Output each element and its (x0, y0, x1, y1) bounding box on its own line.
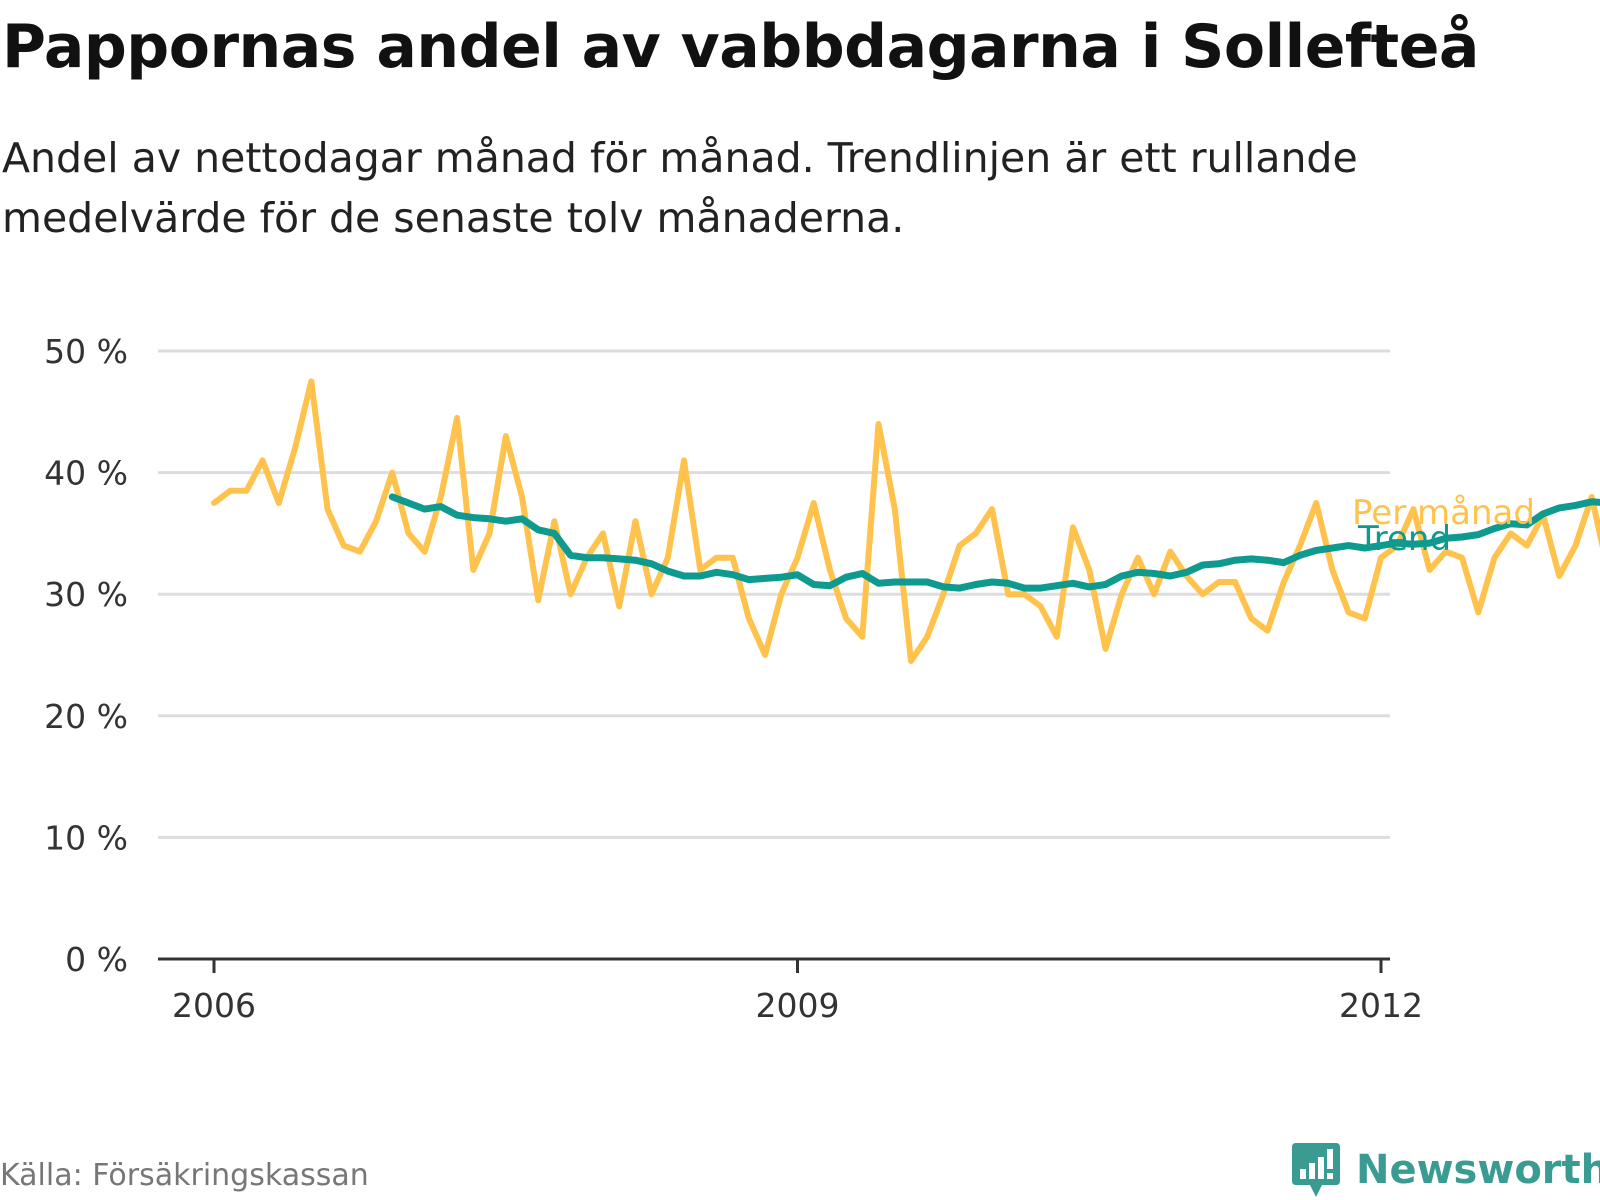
series-line-trend (388, 493, 1600, 592)
y-tick-label: 20 % (44, 697, 128, 736)
x-tick-label: 2006 (172, 986, 256, 1025)
series-label-trend: Trend (1357, 519, 1451, 559)
y-tick-label: 0 % (65, 940, 128, 979)
bar-chart-bubble-icon (1292, 1143, 1340, 1197)
x-tick-label: 2009 (756, 986, 840, 1025)
source-note: Källa: Försäkringskassan (0, 1158, 369, 1193)
gridlines (158, 349, 1390, 839)
y-axis-tick-labels: 0 % 10 % 20 % 30 % 40 % 50 % (44, 332, 128, 979)
chart-subtitle: Andel av nettodagar månad för månad. Tre… (2, 134, 1358, 242)
brand-name: Newsworthy (1356, 1147, 1600, 1193)
x-tick-label: 2012 (1339, 986, 1423, 1025)
chart-title: Pappornas andel av vabbdagarna i Solleft… (2, 12, 1479, 82)
x-axis: 2006200920122015201820212023 (158, 957, 1423, 1025)
brand-logo: Newsworthy (1290, 1140, 1600, 1200)
y-tick-label: 10 % (44, 818, 128, 857)
series-label-per-manad: Per månad (1352, 493, 1535, 533)
y-tick-label: 40 % (44, 454, 128, 493)
y-tick-label: 30 % (44, 575, 128, 614)
series-line-per-manad (211, 378, 1600, 665)
y-tick-label: 50 % (44, 332, 128, 371)
